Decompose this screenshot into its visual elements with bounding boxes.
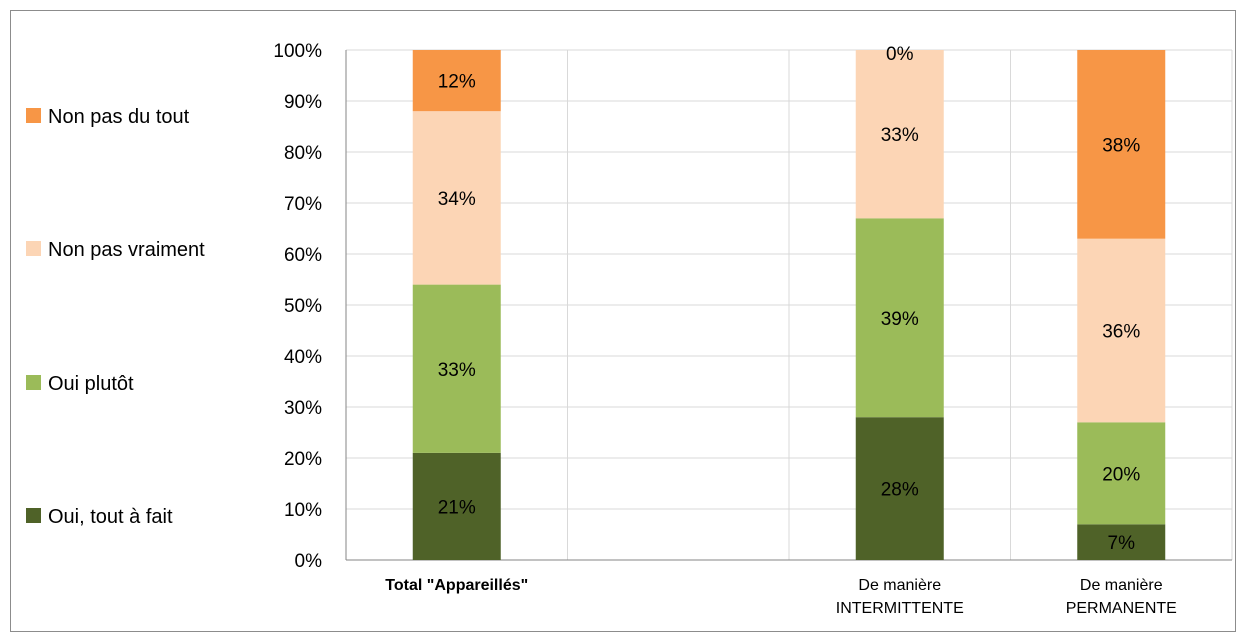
legend-swatch — [26, 241, 41, 256]
legend-label: Non pas vraiment — [48, 239, 205, 261]
y-tick-label: 60% — [284, 245, 322, 266]
legend-label: Oui plutôt — [48, 373, 134, 395]
y-tick-label: 40% — [284, 347, 322, 368]
legend-swatch — [26, 375, 41, 390]
y-tick-label: 50% — [284, 296, 322, 317]
chart-frame — [10, 10, 1236, 632]
y-tick-label: 70% — [284, 194, 322, 215]
data-label: 20% — [1102, 464, 1140, 485]
bar-segment — [412, 50, 501, 112]
data-label: 39% — [881, 309, 919, 330]
data-label: 0% — [886, 44, 914, 65]
data-label: 38% — [1102, 135, 1140, 156]
bar-segment — [855, 218, 944, 418]
x-category-label: Total "Appareillés" — [385, 577, 528, 594]
y-tick-label: 80% — [284, 143, 322, 164]
data-label: 7% — [1108, 533, 1136, 554]
y-tick-label: 20% — [284, 449, 322, 470]
bar-segment — [855, 417, 944, 560]
y-tick-label: 90% — [284, 92, 322, 113]
x-category-label: De manière — [1080, 577, 1163, 594]
bar-segment — [1077, 422, 1166, 525]
legend-swatch — [26, 108, 41, 123]
data-label: 36% — [1102, 322, 1140, 343]
x-category-label: De manière — [858, 577, 941, 594]
legend-label: Oui, tout à fait — [48, 506, 173, 528]
legend-swatch — [26, 508, 41, 523]
data-label: 33% — [881, 125, 919, 146]
data-label: 21% — [438, 497, 476, 518]
y-tick-label: 30% — [284, 398, 322, 419]
data-label: 12% — [438, 72, 476, 93]
bar-segment — [412, 284, 501, 453]
bar-segment — [412, 452, 501, 560]
data-label: 33% — [438, 360, 476, 381]
legend-label: Non pas du tout — [48, 106, 190, 128]
data-label: 34% — [438, 189, 476, 210]
y-tick-label: 10% — [284, 500, 322, 521]
bar-segment — [1077, 50, 1166, 239]
y-tick-label: 0% — [295, 551, 323, 572]
data-label: 28% — [881, 480, 919, 501]
bar-segment — [1077, 238, 1166, 423]
y-tick-label: 100% — [273, 41, 322, 62]
bar-segment — [1077, 524, 1166, 560]
bar-segment — [412, 111, 501, 285]
x-category-label: PERMANENTE — [1066, 600, 1177, 617]
bar-segment — [855, 50, 944, 219]
x-category-label: INTERMITTENTE — [836, 600, 964, 617]
